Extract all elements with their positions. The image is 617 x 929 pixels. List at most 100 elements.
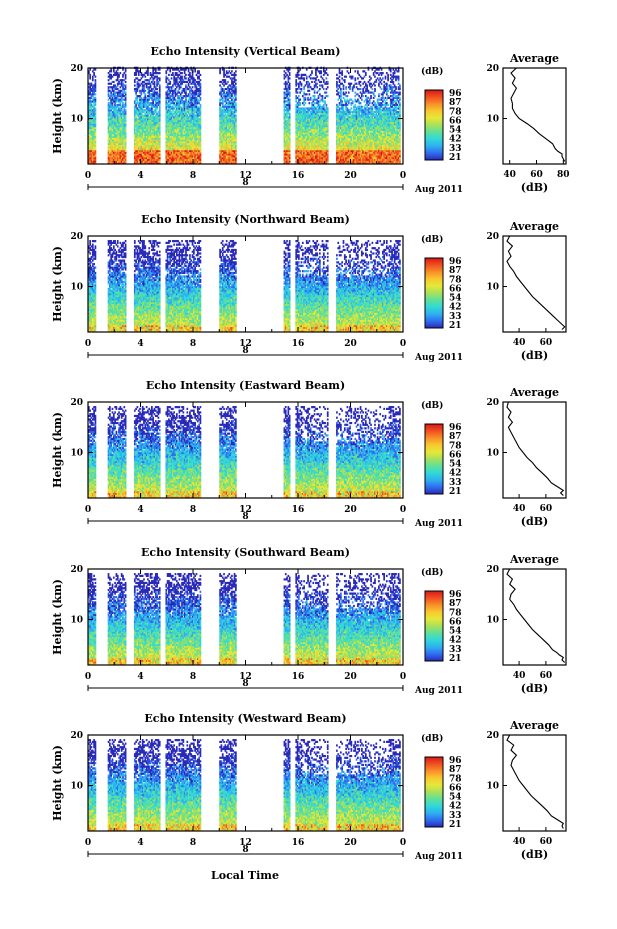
heatmap-cell xyxy=(223,69,225,71)
heatmap-cell xyxy=(125,74,127,76)
heatmap-cell xyxy=(235,79,237,81)
heatmap-cell xyxy=(295,79,297,81)
heatmap-cell xyxy=(299,69,301,71)
heatmap-cell xyxy=(326,104,328,106)
heatmap-cell xyxy=(235,86,237,88)
heatmap-cell xyxy=(93,72,95,74)
heatmap-cell xyxy=(299,99,301,101)
heatmap-cell xyxy=(225,79,227,81)
heatmap-cell xyxy=(235,74,237,76)
heatmap-cell xyxy=(200,83,202,85)
heatmap-cell xyxy=(289,91,291,93)
heatmap-cell xyxy=(113,81,115,83)
heatmap-cell xyxy=(336,74,338,76)
heatmap-cell xyxy=(322,95,324,97)
heatmap-cell xyxy=(125,109,127,111)
heatmap-cell xyxy=(319,88,321,90)
heatmap-cell xyxy=(188,69,190,71)
heatmap-cell xyxy=(326,77,328,79)
heatmap-cell xyxy=(326,69,328,71)
heatmap-cell xyxy=(324,100,326,102)
heatmap-cell xyxy=(289,83,291,85)
heatmap xyxy=(88,67,401,165)
heatmap-cell xyxy=(301,88,303,90)
heatmap-cell xyxy=(194,69,196,71)
heatmap-cell xyxy=(327,95,329,97)
heatmap-cell xyxy=(110,69,112,71)
heatmap-cell xyxy=(306,93,308,95)
heatmap-cell xyxy=(297,91,299,93)
heatmap-cell xyxy=(339,76,341,78)
heatmap-cell xyxy=(156,88,158,90)
heatmap-cell xyxy=(326,91,328,93)
heatmap-cell xyxy=(339,69,341,71)
heatmap-cell xyxy=(322,84,324,86)
heatmap-cell xyxy=(289,77,291,79)
heatmap-cell xyxy=(314,95,316,97)
heatmap-cell xyxy=(155,69,157,71)
heatmap-cell xyxy=(309,90,311,92)
heatmap-cell xyxy=(311,81,313,83)
heatmap-cell xyxy=(327,81,329,83)
heatmap-cell xyxy=(144,76,146,78)
heatmap-cell xyxy=(305,97,307,99)
heatmap-cell xyxy=(219,69,221,71)
heatmap-cell xyxy=(95,79,97,81)
heatmap-cell xyxy=(298,95,300,97)
heatmap-cell xyxy=(305,102,307,104)
heatmap-cell xyxy=(95,69,97,71)
heatmap-cell xyxy=(168,74,170,76)
heatmap-cell xyxy=(169,81,171,83)
heatmap-cell xyxy=(289,113,291,115)
heatmap-cell xyxy=(125,81,127,83)
heatmap-cell xyxy=(309,93,311,95)
heatmap-cell xyxy=(159,77,161,79)
heatmap-cell xyxy=(89,69,91,71)
heatmap-cell xyxy=(144,90,146,92)
heatmap-cell xyxy=(306,76,308,78)
heatmap-cell xyxy=(134,84,136,86)
heatmap-cell xyxy=(185,74,187,76)
heatmap-cell xyxy=(95,97,97,99)
heatmap-cell xyxy=(125,69,127,71)
heatmap-cell xyxy=(303,77,305,79)
heatmap-cell xyxy=(172,72,174,74)
heatmap-cell xyxy=(171,77,173,79)
heatmap-cell xyxy=(316,83,318,85)
heatmap-cell xyxy=(316,76,318,78)
heatmap-cell xyxy=(235,70,237,72)
heatmap-cell xyxy=(235,102,237,104)
panel-vertical-beam: Echo Intensity (Vertical Beam)2010Height… xyxy=(51,45,570,195)
heatmap-cell xyxy=(185,77,187,79)
heatmap-cell xyxy=(320,70,322,72)
heatmap-cell xyxy=(298,74,300,76)
heatmap-cell xyxy=(200,97,202,99)
heatmap-cell xyxy=(289,72,291,74)
heatmap-cell xyxy=(320,81,322,83)
heatmap-cell xyxy=(339,79,341,81)
heatmap-cell xyxy=(95,93,97,95)
heatmap-cell xyxy=(200,104,202,106)
heatmap-cell xyxy=(95,76,97,78)
heatmap-cell xyxy=(309,83,311,85)
heatmap-cell xyxy=(327,107,329,109)
heatmap-cell xyxy=(323,88,325,90)
heatmap-cell xyxy=(181,76,183,78)
heatmap-cell xyxy=(144,93,146,95)
heatmap-cell xyxy=(299,102,301,104)
heatmap-cell xyxy=(323,79,325,81)
heatmap-cell xyxy=(231,70,233,72)
heatmap-cell xyxy=(311,70,313,72)
heatmap-cell xyxy=(310,97,312,99)
heatmap-cell xyxy=(200,74,202,76)
heatmap-cell xyxy=(301,83,303,85)
heatmap-cell xyxy=(200,79,202,81)
heatmap-cell xyxy=(316,86,318,88)
heatmap-cell xyxy=(125,84,127,86)
heatmap-cell xyxy=(159,72,161,74)
heatmap-cell xyxy=(289,99,291,101)
heatmap-cell xyxy=(154,81,156,83)
heatmap-cell xyxy=(159,84,161,86)
heatmap-cell xyxy=(235,114,237,116)
